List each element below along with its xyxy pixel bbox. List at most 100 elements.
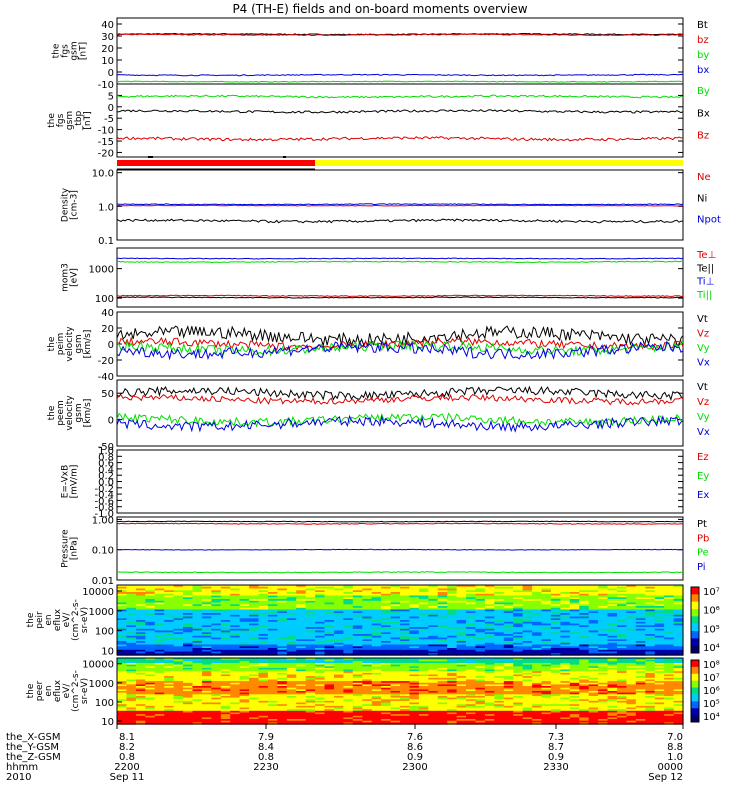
heatmap-cell — [475, 611, 486, 614]
heatmap-cell — [635, 604, 646, 607]
heatmap-cell — [513, 600, 524, 604]
heatmap-cell — [466, 700, 476, 704]
heatmap-cell — [154, 630, 165, 633]
heatmap-cell — [267, 611, 278, 614]
heatmap-cell — [362, 696, 373, 699]
heatmap-cell — [201, 632, 212, 635]
heatmap-cell — [164, 621, 175, 625]
heatmap-cell — [249, 696, 260, 699]
heatmap-cell — [664, 590, 675, 593]
heatmap-cell — [664, 637, 675, 640]
heatmap-cell — [145, 719, 156, 722]
heatmap-cell — [569, 628, 580, 632]
heatmap-cell — [626, 616, 637, 619]
heatmap-cell — [381, 625, 392, 628]
heatmap-cell — [626, 590, 637, 593]
heatmap-cell — [513, 618, 524, 621]
heatmap-cell — [249, 720, 260, 723]
heatmap-cell — [390, 671, 401, 674]
heatmap-cell — [173, 613, 184, 616]
heatmap-cell — [286, 592, 297, 595]
heatmap-cell — [598, 593, 609, 597]
heatmap-cell — [466, 689, 476, 692]
heatmap-cell — [343, 700, 354, 704]
heatmap-cell — [324, 691, 335, 694]
heatmap-cell — [286, 614, 297, 618]
heatmap-cell — [352, 618, 363, 621]
heatmap-cell — [645, 614, 656, 618]
heatmap-cell — [334, 632, 344, 635]
heatmap-cell — [475, 691, 486, 694]
heatmap-cell — [673, 595, 684, 598]
heatmap-cell — [371, 667, 382, 671]
heatmap-cell — [484, 625, 495, 628]
heatmap-cell — [305, 689, 316, 692]
heatmap-cell — [117, 684, 127, 687]
heatmap-cell — [352, 639, 363, 642]
heatmap-cell — [475, 687, 486, 690]
heatmap-cell — [183, 720, 193, 723]
heatmap-cell — [541, 595, 552, 598]
heatmap-cell — [390, 593, 401, 597]
heatmap-cell — [220, 684, 231, 687]
heatmap-cell — [211, 607, 222, 611]
heatmap-cell — [569, 602, 580, 605]
legend-Vy: Vy — [697, 343, 710, 354]
heatmap-cell — [484, 699, 495, 702]
heatmap-cell — [569, 609, 580, 612]
heatmap-cell — [334, 712, 344, 715]
heatmap-cell — [588, 707, 599, 710]
heatmap-cell — [390, 609, 401, 612]
heatmap-cell — [126, 674, 137, 677]
heatmap-cell — [145, 707, 156, 710]
heatmap-cell — [201, 684, 212, 687]
heatmap-cell — [126, 585, 137, 588]
heatmap-cell — [390, 621, 401, 625]
heatmap-cell — [249, 611, 260, 614]
heatmap-cell — [484, 639, 495, 642]
heatmap-cell — [598, 710, 609, 714]
heatmap-cell — [635, 664, 646, 667]
heatmap-cell — [296, 599, 307, 602]
heatmap-cell — [117, 585, 127, 588]
heatmap-cell — [466, 719, 476, 722]
heatmap-cell — [635, 719, 646, 722]
y-axis-label: thepeirenefluxeV/(cm^2-s-sr-eV) — [26, 599, 90, 641]
heatmap-cell — [418, 644, 429, 647]
heatmap-cell — [324, 687, 335, 690]
heatmap-cell — [390, 667, 401, 671]
heatmap-cell — [286, 692, 297, 695]
heatmap-cell — [617, 719, 627, 722]
heatmap-cell — [466, 682, 476, 686]
heatmap-cell — [513, 620, 524, 623]
heatmap-cell — [145, 632, 156, 635]
heatmap-cell — [192, 639, 203, 642]
heatmap-cell — [428, 696, 439, 699]
heatmap-cell — [456, 664, 467, 667]
y-axis-label-line: fgs — [56, 113, 66, 127]
heatmap-cell — [126, 712, 137, 715]
heatmap-cell — [362, 637, 373, 640]
heatmap-cell — [607, 661, 618, 664]
heatmap-cell — [494, 593, 505, 597]
heatmap-cell — [409, 681, 420, 684]
heatmap-cell — [220, 595, 231, 598]
heatmap-cell — [267, 682, 278, 686]
heatmap-cell — [466, 632, 476, 635]
heatmap-cell — [183, 641, 193, 644]
heatmap-cell — [673, 666, 684, 669]
heatmap-cell — [437, 705, 448, 709]
heatmap-cell — [173, 588, 184, 591]
heatmap-cell — [305, 613, 316, 616]
heatmap-cell — [315, 644, 326, 647]
heatmap-cell — [267, 707, 278, 710]
heatmap-cell — [362, 590, 373, 593]
y-axis-label-line: [km/s] — [83, 330, 93, 359]
heatmap-cell — [296, 659, 307, 662]
heatmap-cell — [286, 700, 297, 704]
heatmap-cell — [560, 634, 571, 637]
heatmap-cell — [494, 604, 505, 607]
heatmap-cell — [220, 667, 231, 671]
heatmap-cell — [418, 672, 429, 676]
heatmap-cell — [362, 630, 373, 633]
